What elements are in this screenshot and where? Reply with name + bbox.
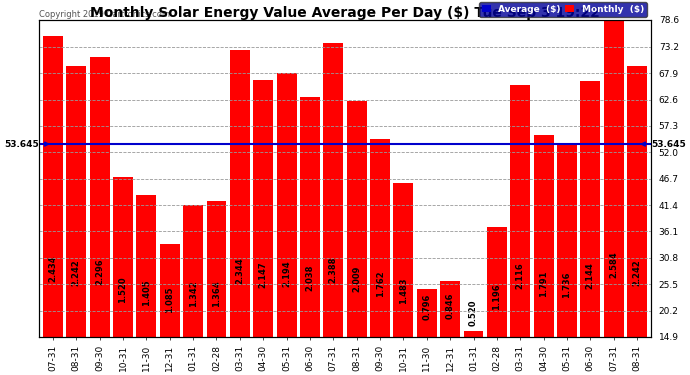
Text: 1.791: 1.791	[539, 270, 548, 297]
Bar	[440, 281, 460, 337]
Bar	[277, 73, 297, 337]
Title: Monthly Solar Energy Value Average Per Day ($) Tue Sep 3 19:22: Monthly Solar Energy Value Average Per D…	[90, 6, 600, 20]
Text: 2.388: 2.388	[329, 256, 338, 283]
Bar	[557, 144, 577, 337]
Text: 2.242: 2.242	[72, 260, 81, 286]
Bar	[206, 201, 226, 337]
Text: 1.520: 1.520	[119, 276, 128, 303]
Text: 1.762: 1.762	[375, 271, 384, 297]
Bar	[604, 13, 624, 337]
Text: 2.584: 2.584	[609, 252, 618, 278]
Bar	[533, 135, 553, 337]
Bar	[627, 66, 647, 337]
Text: 2.144: 2.144	[586, 262, 595, 288]
Bar	[230, 50, 250, 337]
Bar	[184, 204, 203, 337]
Bar	[487, 227, 506, 337]
Text: 2.242: 2.242	[633, 260, 642, 286]
Text: 1.364: 1.364	[212, 280, 221, 307]
Text: 2.434: 2.434	[48, 255, 57, 282]
Text: 2.194: 2.194	[282, 261, 291, 287]
Text: 1.736: 1.736	[562, 272, 571, 298]
Text: 0.796: 0.796	[422, 293, 431, 320]
Text: 53.645: 53.645	[4, 140, 48, 148]
Legend: Average  ($), Monthly  ($): Average ($), Monthly ($)	[480, 2, 647, 16]
Text: 2.147: 2.147	[259, 262, 268, 288]
Bar	[324, 43, 343, 337]
Bar	[253, 80, 273, 337]
Text: 1.196: 1.196	[493, 284, 502, 310]
Text: 2.038: 2.038	[306, 265, 315, 291]
Bar	[464, 331, 484, 337]
Bar	[417, 289, 437, 337]
Text: Copyright 2019 Cartronics.com: Copyright 2019 Cartronics.com	[39, 10, 170, 19]
Bar	[160, 244, 179, 337]
Bar	[90, 57, 110, 337]
Bar	[300, 97, 320, 337]
Text: 1.405: 1.405	[142, 279, 151, 306]
Bar	[137, 195, 157, 337]
Text: 1.085: 1.085	[166, 286, 175, 313]
Text: 2.344: 2.344	[235, 257, 244, 284]
Text: 2.009: 2.009	[352, 265, 361, 292]
Bar	[511, 85, 530, 337]
Bar	[370, 140, 390, 337]
Text: 0.846: 0.846	[446, 292, 455, 318]
Bar	[113, 177, 133, 337]
Text: 1.342: 1.342	[188, 280, 197, 307]
Text: 2.296: 2.296	[95, 258, 104, 285]
Bar	[66, 66, 86, 337]
Bar	[393, 183, 413, 337]
Text: 2.116: 2.116	[515, 262, 524, 289]
Bar	[43, 36, 63, 337]
Bar	[347, 102, 366, 337]
Text: 0.520: 0.520	[469, 300, 478, 326]
Text: 1.483: 1.483	[399, 278, 408, 304]
Text: 53.645: 53.645	[642, 140, 686, 148]
Bar	[580, 81, 600, 337]
